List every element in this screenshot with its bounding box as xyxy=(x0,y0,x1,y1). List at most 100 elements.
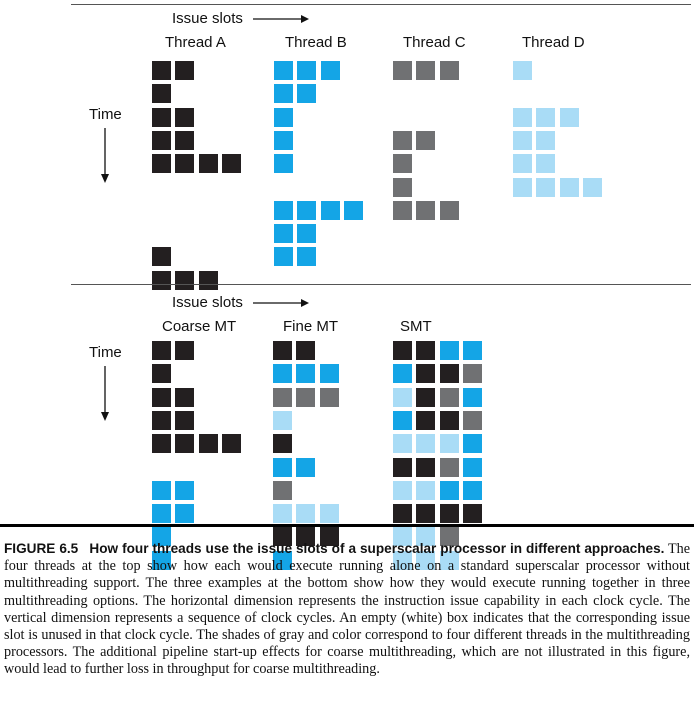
issue-slot-cell xyxy=(198,434,218,454)
issue-slot-cell xyxy=(343,200,363,220)
issue-slot-cell xyxy=(439,457,459,477)
issue-slot-cell xyxy=(296,387,316,407)
issue-slot-cell xyxy=(439,480,459,500)
issue-slot-cell xyxy=(416,130,436,150)
issue-slot-cell xyxy=(513,130,532,150)
issue-slot-cell xyxy=(273,434,292,454)
figure-label: FIGURE 6.5 xyxy=(4,541,79,556)
top-rule xyxy=(71,4,691,5)
issue-slot-cell xyxy=(536,130,556,150)
issue-slot-cell xyxy=(152,341,171,360)
issue-slot-cell xyxy=(175,61,195,80)
issue-slot-cell xyxy=(273,550,292,570)
issue-slot-cell xyxy=(582,177,602,197)
issue-slot-cell xyxy=(273,364,292,384)
issue-slot-cell xyxy=(152,270,171,290)
issue-slot-cell xyxy=(175,154,195,174)
issue-slot-cell xyxy=(152,154,171,174)
issue-slot-cell xyxy=(462,480,482,500)
issue-slot-cell xyxy=(274,154,293,174)
issue-slot-cell xyxy=(513,154,532,174)
issue-slot-cell xyxy=(175,270,195,290)
thread-c-label: Thread C xyxy=(403,34,466,51)
issue-slot-cell xyxy=(152,247,171,267)
issue-slot-cell xyxy=(273,341,292,360)
issue-slot-cell xyxy=(439,61,459,80)
issue-slot-cell xyxy=(393,504,412,524)
issue-slot-cell xyxy=(320,200,340,220)
issue-slot-cell xyxy=(393,387,412,407)
issue-slot-cell xyxy=(152,130,171,150)
issue-slot-cell xyxy=(175,341,195,360)
issue-slot-cell xyxy=(393,154,412,174)
issue-slot-cell xyxy=(536,154,556,174)
issue-slot-cell xyxy=(152,550,171,570)
coarse-mt-label: Coarse MT xyxy=(162,318,237,335)
issue-slot-cell xyxy=(536,177,556,197)
issue-slot-cell xyxy=(221,154,241,174)
issue-slot-cell xyxy=(559,107,579,127)
issue-slot-cell xyxy=(393,410,412,430)
issue-slot-cell xyxy=(439,341,459,360)
issue-slot-cell xyxy=(319,504,339,524)
time-arrow-top xyxy=(101,128,109,183)
issue-slot-cell xyxy=(439,364,459,384)
issue-slot-cell xyxy=(152,61,171,80)
issue-slot-cell xyxy=(319,387,339,407)
issue-slot-cell xyxy=(439,550,459,570)
issue-slot-cell xyxy=(462,410,482,430)
issue-slot-cell xyxy=(175,480,195,500)
issue-slot-cell xyxy=(274,107,293,127)
figure-title: How four threads use the issue slots of … xyxy=(89,541,665,556)
issue-slot-cell xyxy=(175,410,195,430)
thread-a-label: Thread A xyxy=(165,34,226,51)
issue-slot-cell xyxy=(462,364,482,384)
issue-slot-cell xyxy=(273,504,292,524)
issue-slot-cell xyxy=(296,527,316,547)
issue-slot-cell xyxy=(273,457,292,477)
issue-slot-cell xyxy=(198,154,218,174)
issue-slot-cell xyxy=(273,410,292,430)
issue-slot-cell xyxy=(273,527,292,547)
issue-slot-cell xyxy=(296,504,316,524)
issue-slots-arrow-top xyxy=(253,15,309,23)
issue-slot-cell xyxy=(439,504,459,524)
issue-slot-cell xyxy=(198,270,218,290)
issue-slot-cell xyxy=(393,61,412,80)
figure-caption: FIGURE 6.5 How four threads use the issu… xyxy=(4,540,690,679)
issue-slot-cell xyxy=(416,61,436,80)
issue-slot-cell xyxy=(152,387,171,407)
issue-slot-cell xyxy=(175,387,195,407)
issue-slot-cell xyxy=(152,504,171,524)
issue-slot-cell xyxy=(297,61,317,80)
issue-slot-cell xyxy=(513,61,532,80)
issue-slot-cell xyxy=(221,434,241,454)
issue-slot-cell xyxy=(416,550,436,570)
issue-slot-cell xyxy=(416,457,436,477)
time-arrow-bottom xyxy=(101,366,109,421)
issue-slot-cell xyxy=(296,457,316,477)
issue-slot-cell xyxy=(175,107,195,127)
thread-d-label: Thread D xyxy=(522,34,585,51)
issue-slot-cell xyxy=(175,130,195,150)
issue-slots-arrow-bottom xyxy=(253,299,309,307)
issue-slot-cell xyxy=(439,200,459,220)
issue-slot-cell xyxy=(296,364,316,384)
issue-slot-cell xyxy=(152,84,171,104)
issue-slot-cell xyxy=(416,480,436,500)
issue-slot-cell xyxy=(393,457,412,477)
issue-slot-cell xyxy=(320,61,340,80)
issue-slot-cell xyxy=(175,434,195,454)
issue-slot-cell xyxy=(152,410,171,430)
issue-slot-cell xyxy=(175,504,195,524)
issue-slot-cell xyxy=(297,200,317,220)
issue-slot-cell xyxy=(439,387,459,407)
time-label-bottom: Time xyxy=(89,344,122,361)
issue-slot-cell xyxy=(297,224,317,244)
issue-slot-cell xyxy=(513,107,532,127)
caption-rule xyxy=(0,524,694,527)
issue-slot-cell xyxy=(393,527,412,547)
middle-rule xyxy=(71,284,691,285)
issue-slot-cell xyxy=(416,527,436,547)
issue-slot-cell xyxy=(274,200,293,220)
